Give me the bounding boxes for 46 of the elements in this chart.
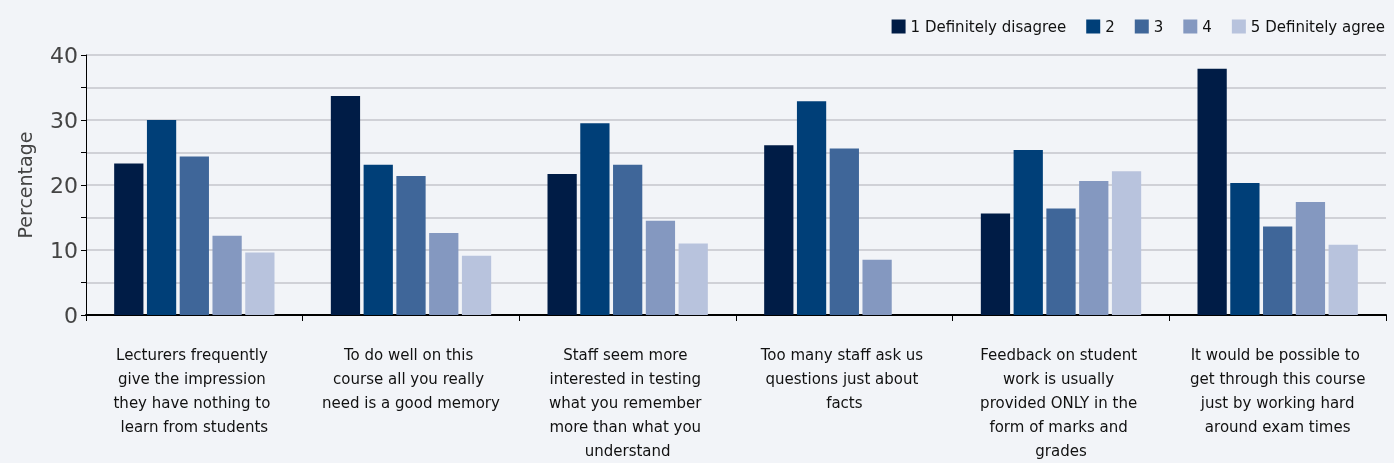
bar: [547, 173, 577, 315]
bar: [146, 120, 177, 315]
bar: [330, 95, 361, 315]
legend-label: 4: [1202, 17, 1212, 36]
legend-label: 3: [1153, 17, 1164, 36]
bar: [461, 255, 492, 315]
bar: [1263, 226, 1293, 315]
bar: [429, 233, 459, 315]
bar: [829, 148, 859, 315]
bar: [796, 101, 827, 315]
bar: [1197, 68, 1227, 315]
bar: [179, 156, 209, 315]
y-tick-label: 30: [50, 107, 78, 133]
bar: [580, 123, 610, 315]
bar: [363, 164, 393, 315]
y-axis-title: Percentage: [13, 131, 36, 239]
bar: [1013, 149, 1043, 315]
bar: [1295, 201, 1326, 315]
bar: [396, 175, 426, 315]
y-tick-label: 10: [50, 237, 78, 263]
bar: [212, 235, 242, 315]
bar: [1111, 171, 1142, 315]
legend-label: 1 Definitely disagree: [910, 17, 1067, 36]
x-tick-label: Staff seem more interested in testing what you remember more than what you understand: [549, 346, 707, 460]
bar: [1046, 208, 1076, 315]
bar: [1079, 181, 1109, 315]
bar: [764, 145, 794, 315]
legend-label: 2: [1105, 17, 1115, 36]
x-tick-label: Feedback on student work is usually provided ONLY in the form of marks and grades: [980, 346, 1142, 460]
x-tick-label: It would be possible to get through this course just by working hard around exam times: [1189, 346, 1366, 436]
bar: [1230, 183, 1260, 315]
y-tick-label: 0: [64, 302, 78, 328]
bar: [114, 163, 144, 315]
bar: [613, 164, 643, 315]
legend-label: 5 Definitely agree: [1250, 17, 1386, 36]
x-tick-label: Lecturers frequently give the impression they have nothing to learn from students: [113, 346, 276, 436]
y-tick-label: 20: [50, 172, 78, 198]
y-tick-label: 40: [50, 42, 78, 68]
bar: [980, 213, 1011, 315]
bar: [678, 243, 708, 315]
bar: [1328, 244, 1358, 315]
bar: [245, 252, 275, 315]
bar: [862, 259, 892, 315]
x-tick-label: To do well on this course all you really need is a good memory: [322, 346, 501, 412]
bar: [645, 220, 676, 315]
x-tick-label: Too many staff ask us questions just about facts: [759, 346, 928, 412]
